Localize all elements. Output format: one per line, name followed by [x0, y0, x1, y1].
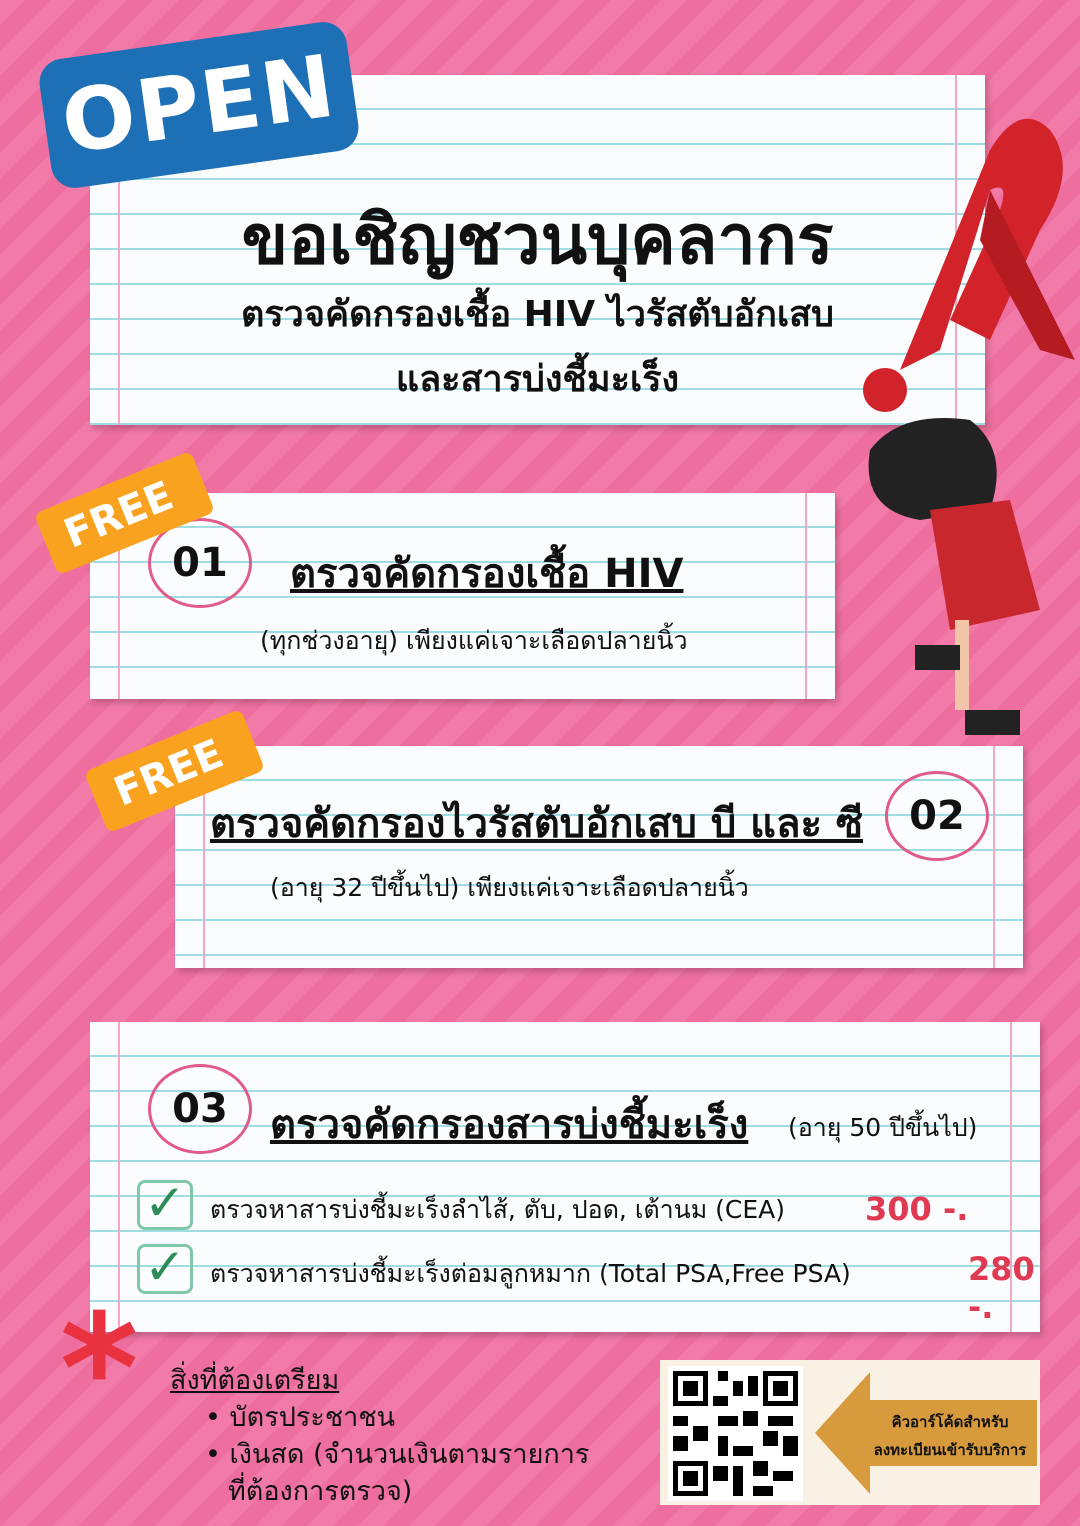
item-title: ตรวจคัดกรองเชื้อ HIV: [290, 551, 684, 597]
item-02-card: ตรวจคัดกรองไวรัสตับอักเสบ บี และ ซี 02 (…: [175, 746, 1023, 968]
qr-panel: คิวอาร์โค้ดสำหรับ ลงทะเบียนเข้ารับบริการ: [660, 1360, 1040, 1505]
qr-label-line: คิวอาร์โค้ดสำหรับ: [891, 1413, 1009, 1431]
check-icon: ✓: [137, 1178, 193, 1230]
item-title: ตรวจคัดกรองไวรัสตับอักเสบ บี และ ซี: [210, 801, 864, 847]
qr-label-line: ลงทะเบียนเข้ารับบริการ: [873, 1441, 1027, 1459]
subtitle: ตรวจคัดกรองเชื้อ HIV ไวรัสตับอักเสบ: [240, 294, 835, 335]
test-label: ตรวจหาสารบ่งชี้มะเร็งต่อมลูกหมาก (Total …: [210, 1259, 851, 1288]
prepare-item-text: บัตรประชาชน: [229, 1402, 396, 1433]
prepare-section: สิ่งที่ต้องเตรียม • บัตรประชาชน • เงินสด…: [170, 1362, 589, 1510]
item-01-card: 01 ตรวจคัดกรองเชื้อ HIV (ทุกช่วงอายุ) เพ…: [90, 493, 835, 699]
item-number: 03: [148, 1064, 252, 1154]
prepare-item: • บัตรประชาชน: [205, 1402, 396, 1433]
prepare-item-text: เงินสด (จำนวนเงินตามรายการ: [229, 1439, 590, 1470]
item-title: ตรวจคัดกรองสารบ่งชี้มะเร็ง: [270, 1102, 749, 1148]
item-number: 01: [148, 518, 252, 608]
qr-code[interactable]: [668, 1366, 803, 1501]
subtitle-2: และสารบ่งชี้มะเร็ง: [395, 359, 680, 400]
arrow-left-icon: [815, 1372, 1037, 1494]
test-price: 280 -.: [968, 1250, 1035, 1326]
prepare-item: ที่ต้องการตรวจ): [228, 1476, 413, 1507]
prepare-item: • เงินสด (จำนวนเงินตามรายการ: [205, 1439, 590, 1470]
item-desc: (ทุกช่วงอายุ) เพียงแค่เจาะเลือดปลายนิ้ว: [260, 626, 688, 655]
test-price: 300 -.: [865, 1190, 969, 1228]
prepare-title: สิ่งที่ต้องเตรียม: [170, 1365, 340, 1396]
check-icon: ✓: [137, 1242, 193, 1294]
red-ribbon-illustration: [863, 118, 1075, 735]
page-title: ขอเชิญชวนบุคลากร: [241, 201, 834, 280]
test-label: ตรวจหาสารบ่งชี้มะเร็งลำไส้, ตับ, ปอด, เต…: [210, 1195, 786, 1224]
qr-label: คิวอาร์โค้ดสำหรับ ลงทะเบียนเข้ารับบริการ: [860, 1408, 1040, 1464]
item-03-card: 03 ตรวจคัดกรองสารบ่งชี้มะเร็ง (อายุ 50 ป…: [90, 1022, 1040, 1332]
item-age: (อายุ 50 ปีขึ้นไป): [788, 1113, 978, 1142]
asterisk-icon: *: [60, 1283, 139, 1457]
item-desc: (อายุ 32 ปีขึ้นไป) เพียงแค่เจาะเลือดปลาย…: [270, 873, 749, 902]
item-number: 02: [885, 771, 989, 861]
